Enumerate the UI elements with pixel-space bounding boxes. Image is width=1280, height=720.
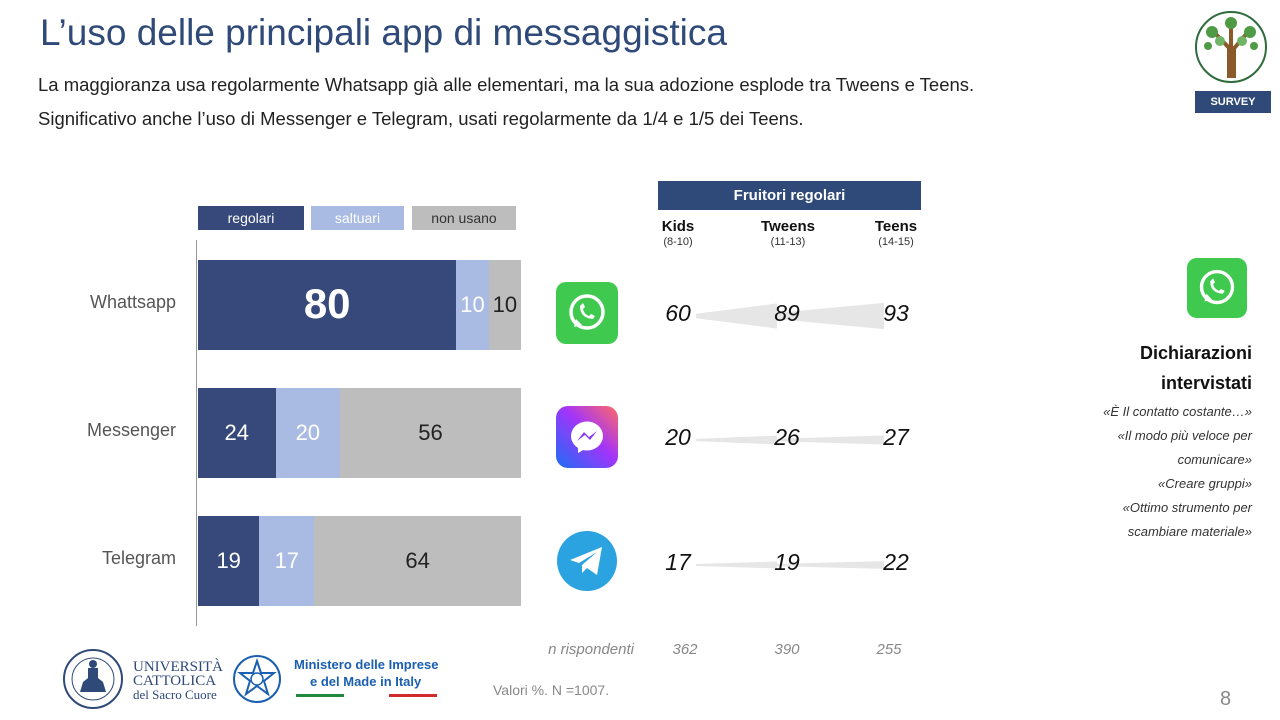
- mimit-line1: Ministero delle Imprese: [294, 657, 439, 672]
- bar-label-saltuari-whattsapp: 10: [460, 292, 485, 317]
- bar-label-saltuari-telegram: 17: [274, 548, 300, 573]
- category-label-messenger: Messenger: [86, 420, 176, 440]
- bar-saltuari-telegram: [259, 516, 315, 606]
- whatsapp-icon: [556, 282, 618, 344]
- quote-line: «Creare gruppi»: [1158, 476, 1252, 491]
- trend-wedge-messenger-1: [777, 435, 884, 445]
- trend-wedge-telegram-0: [696, 561, 777, 569]
- chart-axis: [196, 240, 197, 626]
- side-panel-title-line1: Dichiarazioni: [1139, 343, 1252, 363]
- bar-label-non-usano-messenger: 56: [418, 420, 443, 445]
- bar-non-usano-telegram: [314, 516, 521, 606]
- group-age-teens: (14-15): [878, 236, 914, 248]
- page-title: L’uso delle principali app di messaggist…: [40, 12, 727, 53]
- side-panel-title: Dichiarazioni intervistati: [1060, 338, 1252, 398]
- trend-wedge-whattsapp-0: [696, 303, 777, 329]
- value-telegram-kids: 17: [665, 549, 691, 575]
- group-label-kids: Kids: [661, 218, 695, 235]
- value-messenger-teens: 27: [883, 424, 909, 450]
- ucsc-line3: del Sacro Cuore: [133, 687, 217, 702]
- trend-wedge-whattsapp-1: [777, 302, 884, 330]
- telegram-icon: [557, 531, 617, 591]
- quote-line: «È Il contatto costante…»: [1103, 404, 1252, 419]
- trend-wedge-telegram-1: [777, 561, 884, 569]
- quote-line: scambiare materiale»: [1127, 524, 1252, 539]
- bar-non-usano-messenger: [340, 388, 521, 478]
- group-label-tweens: Tweens: [761, 218, 815, 235]
- bar-label-regolari-whattsapp: 80: [303, 280, 351, 327]
- italy-emblem-icon: [233, 655, 281, 703]
- ucsc-line2: CATTOLICA: [133, 673, 217, 689]
- value-telegram-teens: 22: [883, 549, 909, 575]
- value-messenger-tweens: 26: [774, 424, 800, 450]
- bar-label-non-usano-whattsapp: 10: [492, 292, 518, 317]
- bar-label-regolari-messenger: 24: [224, 420, 249, 445]
- bar-regolari-whattsapp: [198, 260, 457, 350]
- legend-regolari: regolari: [198, 206, 304, 230]
- value-whatsapp-tweens: 89: [774, 300, 800, 326]
- footnote: Valori %. N =1007.: [493, 682, 610, 698]
- category-label-telegram: Telegram: [101, 548, 176, 568]
- ucsc-line1: UNIVERSITÀ: [133, 659, 223, 675]
- group-label-teens: Teens: [874, 218, 918, 235]
- bar-regolari-telegram: [198, 516, 260, 606]
- legend-saltuari: saltuari: [311, 206, 404, 230]
- value-messenger-kids: 20: [665, 424, 691, 450]
- page-number: 8: [1220, 688, 1232, 710]
- page-subtitle: La maggioranza usa regolarmente Whatsapp…: [38, 74, 975, 129]
- mimit-line2: e del Made in Italy: [310, 674, 422, 689]
- value-whatsapp-kids: 60: [665, 300, 691, 326]
- whatsapp-icon: [1187, 258, 1247, 318]
- quote-line: «Ottimo strumento per: [1122, 500, 1252, 515]
- category-label-whatsapp: Whattsapp: [89, 292, 176, 312]
- value-telegram-tweens: 19: [774, 549, 800, 575]
- survey-tree-logo-icon: [1195, 11, 1267, 83]
- flag-stripe-green: [296, 694, 344, 697]
- trend-wedge-messenger-0: [696, 435, 777, 445]
- bar-label-saltuari-messenger: 20: [295, 420, 321, 445]
- bar-saltuari-messenger: [275, 388, 341, 478]
- group-age-tweens: (11-13): [770, 236, 806, 248]
- value-whatsapp-teens: 93: [883, 300, 909, 326]
- legend-non-usano: non usano: [412, 206, 516, 230]
- quote-line: «Il modo più veloce per: [1117, 428, 1252, 443]
- messenger-icon: [556, 406, 618, 468]
- bar-non-usano-whattsapp: [488, 260, 521, 350]
- bar-saltuari-whattsapp: [456, 260, 489, 350]
- side-panel-title-line2: intervistati: [1160, 373, 1252, 393]
- bar-regolari-messenger: [198, 388, 276, 478]
- n-teens: 255: [876, 641, 902, 658]
- fruitori-regolari-header: Fruitori regolari: [658, 181, 921, 210]
- n-kids: 362: [672, 641, 698, 658]
- n-tweens: 390: [774, 641, 800, 658]
- mimit-logo-text: Ministero delle Imprese e del Made in It…: [294, 656, 439, 690]
- bar-label-regolari-telegram: 19: [216, 548, 241, 573]
- survey-badge: SURVEY: [1195, 91, 1271, 113]
- ucsc-seal-icon: [63, 649, 123, 709]
- group-age-kids: (8-10): [663, 236, 693, 248]
- flag-stripe-red: [389, 694, 437, 697]
- bar-label-non-usano-telegram: 64: [405, 548, 430, 573]
- n-respondents-label: n rispondenti: [548, 641, 634, 658]
- quote-line: comunicare»: [1177, 452, 1252, 467]
- ucsc-logo-text: UNIVERSITÀ CATTOLICA del Sacro Cuore: [133, 660, 223, 702]
